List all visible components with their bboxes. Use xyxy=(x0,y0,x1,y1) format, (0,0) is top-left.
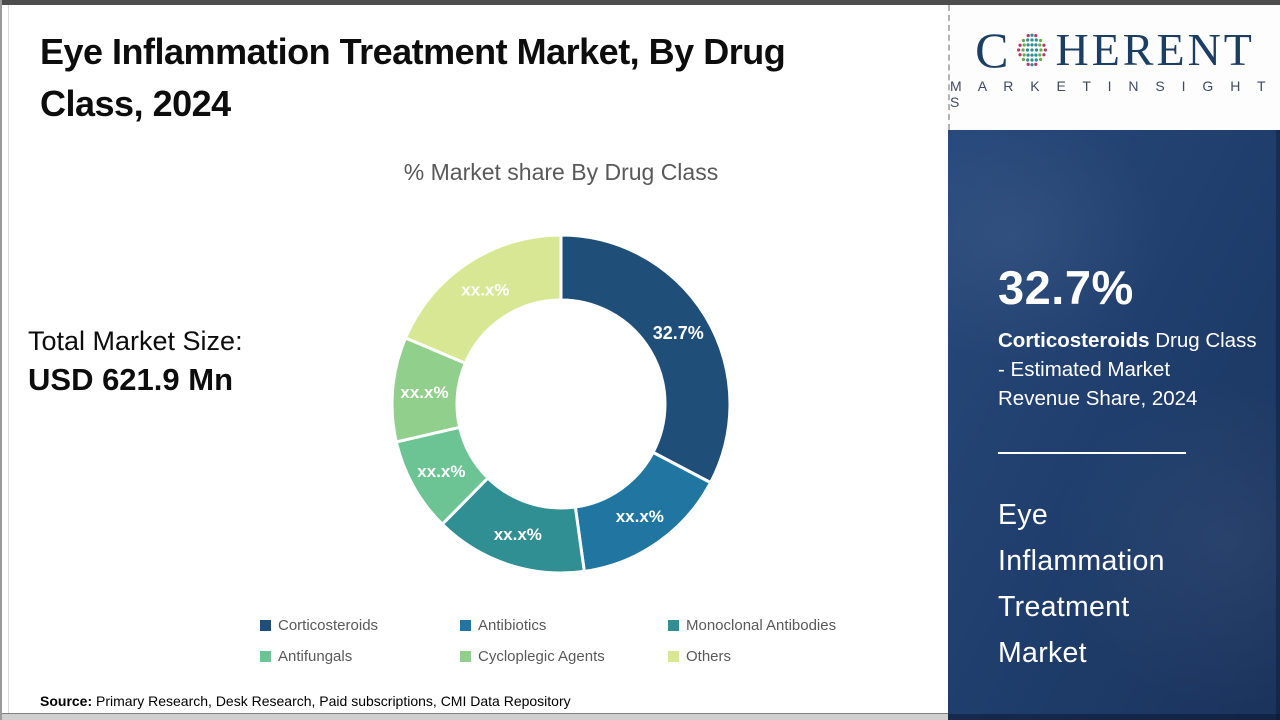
logo-letter-c: C xyxy=(975,22,1010,78)
total-market-size-value: USD 621.9 Mn xyxy=(28,362,234,397)
legend-swatch-others xyxy=(668,650,679,662)
source-label: Source: xyxy=(40,693,93,709)
donut-slice-others xyxy=(403,233,563,365)
donut-slice-label: xx.x% xyxy=(494,525,542,544)
highlight-stat-rest: Drug Class - Estimated Market Revenue Sh… xyxy=(998,329,1257,410)
legend-label: Corticosteroids xyxy=(278,616,379,634)
legend-swatch-corticosteroids xyxy=(260,619,271,631)
coherent-logo: C HERENT xyxy=(975,22,1255,78)
legend-swatch-cycloplegic-agents xyxy=(460,650,471,662)
donut-slice-label: 32.7% xyxy=(653,323,704,343)
donut-slice-corticosteroids xyxy=(559,233,732,485)
legend-item-antifungals: Antifungals xyxy=(260,645,460,667)
frame-top-bar xyxy=(0,0,1280,5)
donut-chart-svg: 32.7% xx.x% xx.x% xx.x% xx.x% xx.x% xyxy=(390,233,732,575)
legend-label: Cycloplegic Agents xyxy=(478,647,605,665)
highlight-stat-segment: Corticosteroids xyxy=(998,329,1150,352)
legend-item-antibiotics: Antibiotics xyxy=(460,614,668,636)
donut-chart: 32.7% xx.x% xx.x% xx.x% xx.x% xx.x% xyxy=(361,204,761,604)
total-market-size-block: Total Market Size: USD 621.9 Mn xyxy=(28,322,243,400)
highlight-stat-value: 32.7% xyxy=(998,261,1134,314)
highlight-stat-description: Corticosteroids Drug Class - Estimated M… xyxy=(998,326,1280,413)
legend-swatch-antifungals xyxy=(260,650,271,662)
donut-slice-label: xx.x% xyxy=(616,507,664,526)
frame-bottom-bar xyxy=(0,713,948,720)
frame-inner-line xyxy=(8,5,9,713)
page-title: Eye Inflammation Treatment Market, By Dr… xyxy=(40,31,786,124)
panel-market-name: Eye Inflammation Treatment Market xyxy=(998,499,1165,669)
highlight-panel: 32.7% Corticosteroids Drug Class - Estim… xyxy=(948,130,1280,720)
legend-swatch-antibiotics xyxy=(460,619,471,631)
logo-letters-herent: HERENT xyxy=(1055,24,1255,75)
legend-item-corticosteroids: Corticosteroids xyxy=(260,614,460,636)
donut-slice-label: xx.x% xyxy=(461,281,509,300)
legend-label: Monoclonal Antibodies xyxy=(686,616,837,634)
donut-slice-label: xx.x% xyxy=(417,462,465,481)
donut-slice-label: xx.x% xyxy=(400,383,448,402)
source-text: Primary Research, Desk Research, Paid su… xyxy=(92,693,571,709)
total-market-size-label: Total Market Size: xyxy=(28,326,243,356)
frame-left-edge xyxy=(0,0,2,720)
legend-label: Others xyxy=(686,647,732,665)
legend-swatch-monoclonal-antibodies xyxy=(668,619,679,631)
legend-item-cycloplegic-agents: Cycloplegic Agents xyxy=(460,645,668,667)
legend-item-monoclonal-antibodies: Monoclonal Antibodies xyxy=(668,614,836,636)
panel-divider-line xyxy=(998,452,1186,454)
legend-label: Antifungals xyxy=(278,647,353,665)
coherent-globe-icon xyxy=(1017,33,1048,67)
chart-subtitle: % Market share By Drug Class xyxy=(403,159,719,185)
coherent-logo-panel: C HERENT M A R K E T I N S I G H T S xyxy=(948,5,1280,130)
logo-subtitle: M A R K E T I N S I G H T S xyxy=(950,78,1272,110)
source-line: Source: Primary Research, Desk Research,… xyxy=(40,693,571,709)
legend-item-others: Others xyxy=(668,645,836,667)
chart-legend: Corticosteroids Antibiotics Monoclonal A… xyxy=(260,614,836,667)
legend-label: Antibiotics xyxy=(478,616,547,634)
